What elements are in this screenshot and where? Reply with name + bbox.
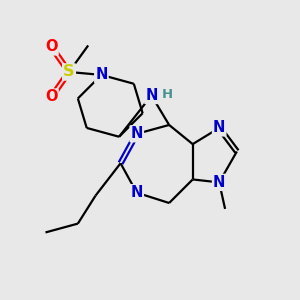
Text: N: N (95, 68, 108, 82)
Text: N: N (145, 88, 158, 103)
Text: O: O (45, 39, 58, 54)
Text: H: H (162, 88, 173, 100)
Text: N: N (130, 126, 143, 141)
Text: S: S (63, 64, 75, 80)
Text: O: O (45, 89, 58, 104)
Text: N: N (213, 120, 225, 135)
Text: N: N (213, 175, 225, 190)
Text: N: N (130, 185, 143, 200)
